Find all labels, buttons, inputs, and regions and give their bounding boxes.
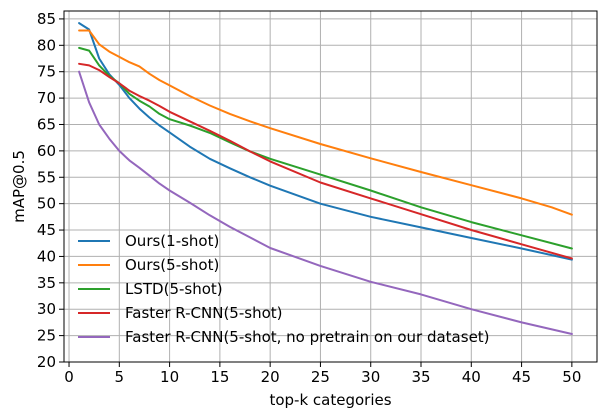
x-tick-label: 25 <box>311 368 330 386</box>
y-tick-label: 20 <box>37 353 56 371</box>
series-line-1 <box>78 22 573 261</box>
x-axis-title: top-k categories <box>269 391 391 409</box>
series-line-2 <box>78 29 573 216</box>
legend-label: Faster R-CNN(5-shot, no pretrain on our … <box>125 328 490 346</box>
y-tick-label: 80 <box>37 36 56 54</box>
series-line-4 <box>78 62 573 260</box>
x-tick-label: 0 <box>64 368 74 386</box>
y-tick-label: 70 <box>37 89 56 107</box>
y-tick-label: 25 <box>37 327 56 345</box>
y-axis-title: mAP@0.5 <box>10 150 28 223</box>
x-tick-label: 30 <box>361 368 380 386</box>
y-tick-label: 60 <box>37 142 56 160</box>
y-tick-label: 35 <box>37 274 56 292</box>
x-tick-label: 35 <box>411 368 430 386</box>
y-tick-label: 85 <box>37 10 56 28</box>
x-tick-label: 15 <box>210 368 229 386</box>
legend: Ours(1-shot) Ours(5-shot) LSTD(5-shot) Fast… <box>78 232 490 346</box>
x-tick-label: 40 <box>462 368 481 386</box>
legend-label: Faster R-CNN(5-shot) <box>125 304 283 322</box>
series-lines <box>78 22 573 335</box>
x-tick-label: 45 <box>512 368 531 386</box>
y-tick-label: 65 <box>37 115 56 133</box>
x-tick-label: 50 <box>562 368 581 386</box>
series-line-5 <box>78 70 573 335</box>
y-tick-label: 50 <box>37 195 56 213</box>
y-tick-label: 30 <box>37 300 56 318</box>
axis-ticks: 0 5 10 15 20 25 30 35 40 45 50 20 25 30 35 40 45 50 55 60 65… <box>37 10 581 386</box>
legend-label: Ours(1-shot) <box>125 232 219 250</box>
x-tick-label: 10 <box>160 368 179 386</box>
y-tick-label: 40 <box>37 247 56 265</box>
y-tick-label: 75 <box>37 63 56 81</box>
series-line-3 <box>78 46 573 250</box>
legend-label: Ours(5-shot) <box>125 256 219 274</box>
y-tick-label: 55 <box>37 168 56 186</box>
x-tick-label: 20 <box>261 368 280 386</box>
legend-label: LSTD(5-shot) <box>125 280 223 298</box>
x-tick-label: 5 <box>115 368 125 386</box>
y-tick-label: 45 <box>37 221 56 239</box>
plot-frame <box>63 10 598 363</box>
